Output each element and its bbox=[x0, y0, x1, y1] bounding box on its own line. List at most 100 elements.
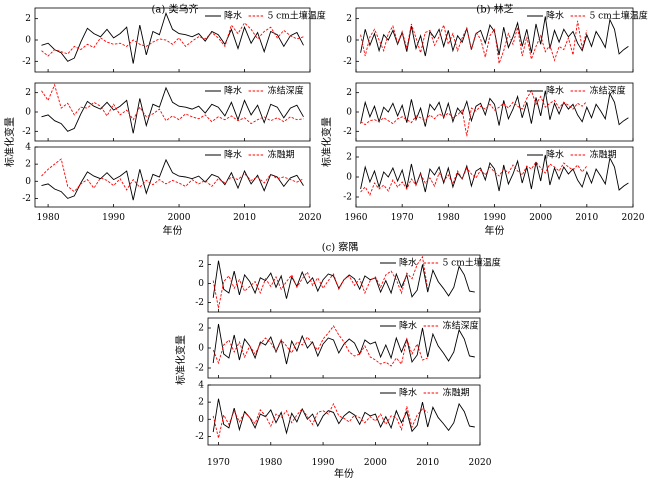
panel-frame bbox=[207, 384, 481, 446]
y-tick-label: -2 bbox=[343, 57, 352, 67]
series-line-precip bbox=[212, 398, 475, 435]
x-tick-label: 1960 bbox=[345, 213, 368, 223]
panel-3: -2 0 2 4 降水 冻融期 bbox=[195, 381, 481, 446]
x-tick-label: 2010 bbox=[233, 213, 256, 223]
panel-3: -2 0 2 降水 冻融期 bbox=[343, 146, 634, 208]
legend-label: 降水 bbox=[546, 149, 564, 161]
x-tick-label: 2000 bbox=[529, 213, 552, 223]
y-tick-label: 0 bbox=[25, 36, 31, 46]
series-line-precip bbox=[41, 11, 304, 64]
legend-label: 降水 bbox=[546, 85, 564, 97]
y-tick-label: 2 bbox=[25, 160, 31, 170]
y-tick-label: -2 bbox=[343, 193, 352, 203]
y-tick-label: -2 bbox=[195, 298, 204, 308]
y-tick-label: 4 bbox=[198, 381, 204, 391]
series-line-var bbox=[360, 89, 588, 137]
legend-label: 降水 bbox=[546, 10, 564, 22]
panel-3: -2 0 2 4 降水 冻融期 bbox=[22, 143, 311, 208]
x-tick-label: 2020 bbox=[469, 458, 492, 468]
legend-label: 5 cm土壤温度 bbox=[443, 257, 501, 269]
x-tick-label: 2020 bbox=[622, 213, 645, 223]
series-line-precip bbox=[212, 323, 475, 365]
panel-1: -2 0 2 降水 5 cm土壤温度 bbox=[195, 254, 501, 313]
panel-frame bbox=[34, 146, 311, 208]
legend-label: 冻融期 bbox=[443, 387, 470, 399]
x-tick-label: 2000 bbox=[364, 458, 387, 468]
x-axis-label: 年份 bbox=[485, 224, 505, 237]
series-line-precip bbox=[41, 86, 304, 134]
x-tick-label: 2010 bbox=[575, 213, 598, 223]
y-tick-label: 0 bbox=[25, 108, 31, 118]
legend-label: 降水 bbox=[399, 257, 417, 269]
x-tick-label: 1990 bbox=[102, 213, 125, 223]
legend-label: 降水 bbox=[224, 85, 242, 97]
y-tick-label: 2 bbox=[25, 88, 31, 98]
chart-title: (c) 察隅 bbox=[322, 241, 359, 254]
y-tick-label: 2 bbox=[198, 324, 204, 334]
y-tick-label: -2 bbox=[195, 364, 204, 374]
y-tick-label: 0 bbox=[346, 108, 352, 118]
x-tick-label: 1990 bbox=[312, 458, 335, 468]
x-axis-label: 年份 bbox=[163, 224, 183, 237]
y-tick-label: 2 bbox=[346, 153, 352, 163]
series-line-var bbox=[41, 158, 304, 193]
series-line-var bbox=[41, 22, 304, 57]
x-tick-label: 1970 bbox=[391, 213, 414, 223]
y-tick-label: 2 bbox=[198, 398, 204, 408]
x-axis-label: 年份 bbox=[334, 467, 354, 480]
legend-label: 冻融期 bbox=[268, 149, 295, 161]
legend-label: 冻结深度 bbox=[590, 85, 626, 97]
chart-title: (b) 林芝 bbox=[476, 3, 513, 16]
legend-label: 冻融期 bbox=[590, 149, 617, 161]
y-tick-label: -2 bbox=[22, 194, 31, 204]
series-line-var bbox=[41, 83, 304, 125]
legend-label: 降水 bbox=[224, 10, 242, 22]
panel-1: -2 0 2 降水 5 cm土壤温度 bbox=[343, 7, 648, 73]
y-tick-label: -2 bbox=[22, 127, 31, 137]
legend-label: 降水 bbox=[399, 387, 417, 399]
panel-1: -2 0 2 降水 5 cm土壤温度 bbox=[22, 7, 326, 73]
series-line-precip bbox=[360, 90, 629, 127]
y-axis-label: 标准化变量 bbox=[3, 117, 16, 167]
y-tick-label: 0 bbox=[198, 344, 204, 354]
y-tick-label: 0 bbox=[198, 279, 204, 289]
panel-2: -2 0 2 降水 冻结深度 bbox=[343, 82, 634, 142]
legend-label: 降水 bbox=[399, 320, 417, 332]
y-tick-label: 0 bbox=[25, 177, 31, 187]
panel-2: -2 0 2 降水 冻结深度 bbox=[195, 317, 481, 379]
y-tick-label: 0 bbox=[346, 36, 352, 46]
x-tick-label: 2020 bbox=[299, 213, 322, 223]
x-tick-label: 2010 bbox=[416, 458, 439, 468]
series-line-precip bbox=[41, 158, 304, 201]
series-line-precip bbox=[212, 260, 475, 299]
x-tick-label: 1970 bbox=[207, 458, 230, 468]
y-tick-label: 0 bbox=[346, 173, 352, 183]
x-tick-label: 1980 bbox=[259, 458, 282, 468]
y-axis-label: 标准化变量 bbox=[174, 335, 187, 385]
y-tick-label: -2 bbox=[195, 432, 204, 442]
legend-label: 5 cm土壤温度 bbox=[268, 10, 326, 22]
y-tick-label: 2 bbox=[25, 14, 31, 24]
chart-title: (a) 类乌齐 bbox=[152, 3, 199, 16]
series-line-precip bbox=[360, 154, 629, 193]
x-tick-label: 1980 bbox=[37, 213, 60, 223]
series-line-var bbox=[212, 255, 429, 309]
x-tick-label: 1980 bbox=[437, 213, 460, 223]
series-line-var bbox=[212, 325, 428, 367]
series-line-var bbox=[360, 161, 588, 197]
x-tick-label: 1990 bbox=[483, 213, 506, 223]
series-line-var bbox=[212, 402, 428, 439]
y-tick-label: -2 bbox=[22, 57, 31, 67]
legend-label: 5 cm土壤温度 bbox=[590, 10, 648, 22]
y-tick-label: -2 bbox=[343, 127, 352, 137]
legend-label: 降水 bbox=[224, 149, 242, 161]
y-tick-label: 2 bbox=[346, 14, 352, 24]
y-tick-label: 2 bbox=[198, 260, 204, 270]
y-tick-label: 4 bbox=[25, 143, 31, 153]
legend-label: 冻结深度 bbox=[443, 320, 479, 332]
y-axis-label: 标准化变量 bbox=[320, 117, 333, 167]
legend-label: 冻结深度 bbox=[268, 85, 304, 97]
